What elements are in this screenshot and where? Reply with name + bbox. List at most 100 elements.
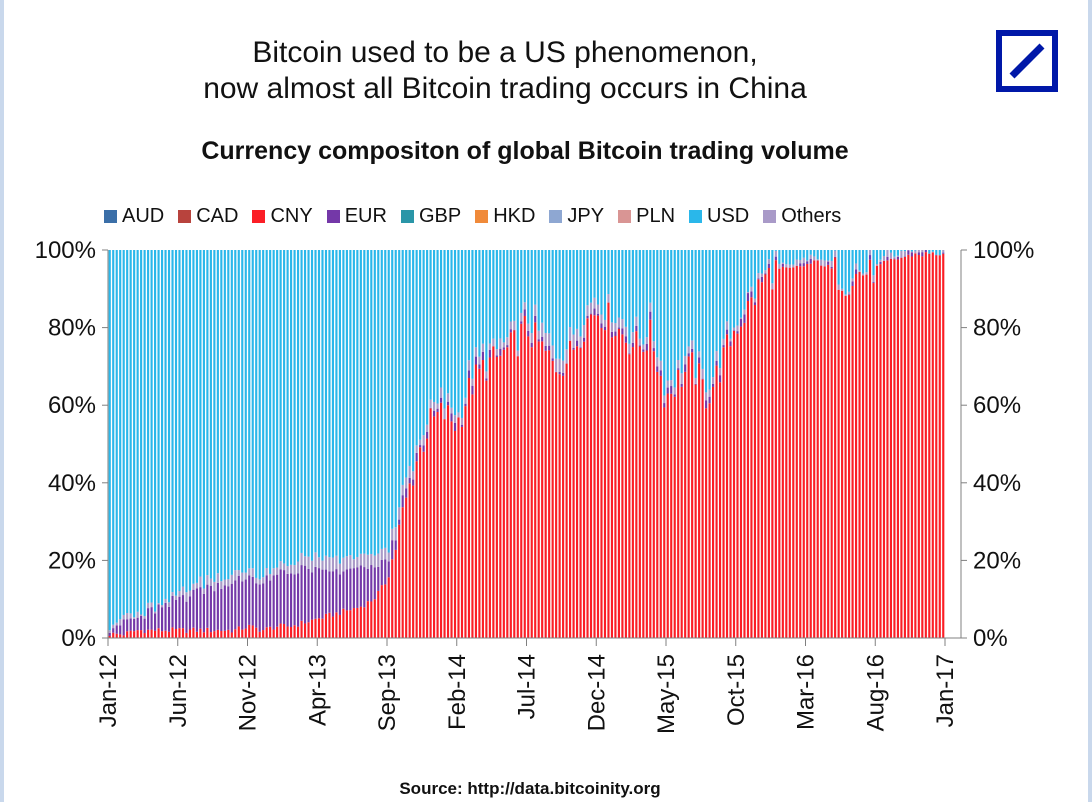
bar-jul-13-73-usd	[363, 250, 366, 554]
bar-sep-16-223-cny	[886, 260, 889, 638]
bar-jan-13-49-eur	[279, 569, 282, 624]
bar-sep-12-31-others	[216, 573, 219, 583]
bar-jun-12-21-others	[181, 586, 185, 596]
bar-jun-15-165-others	[684, 355, 687, 365]
bar-oct-16-226-cny	[896, 259, 899, 638]
bar-feb-13-52-cny	[290, 627, 293, 638]
bar-jul-16-214-eur	[854, 269, 858, 274]
bar-mar-14-103-usd	[467, 250, 471, 361]
bar-jan-16-193-eur	[781, 263, 784, 267]
legend-label-usd: USD	[707, 204, 750, 227]
bar-jan-15-145-others	[614, 323, 617, 332]
bar-nov-13-89-others	[419, 439, 422, 446]
bar-sep-13-81-usd	[391, 250, 394, 529]
bar-apr-15-157-cny	[656, 371, 659, 638]
bar-feb-16-195-cny	[788, 267, 791, 638]
bar-dec-16-235-cny	[928, 253, 931, 638]
x-tick-label-nov-12: Nov-12	[235, 654, 262, 731]
legend-swatch-cny	[252, 209, 266, 223]
bar-aug-12-27-eur	[202, 593, 205, 633]
bar-mar-16-199-eur	[802, 263, 805, 267]
bar-feb-14-101-eur	[460, 424, 464, 427]
bar-jul-14-119-usd	[523, 250, 526, 303]
bar-aug-16-221-others	[879, 259, 882, 262]
bar-nov-14-135-eur	[579, 347, 582, 349]
bar-feb-13-51-usd	[286, 250, 289, 567]
bar-may-15-160-eur	[666, 387, 669, 394]
bar-jul-14-121-others	[530, 333, 533, 344]
x-tick-label-jan-17: Jan-17	[932, 654, 959, 727]
bar-may-13-64-others	[331, 557, 335, 572]
y-tick-label-left-0: 0%	[61, 625, 96, 652]
bar-jul-13-73-cny	[363, 607, 366, 638]
bar-jul-13-70-cny	[352, 608, 355, 638]
bar-nov-16-230-others	[910, 251, 913, 253]
bar-apr-15-155-cny	[649, 319, 652, 638]
bar-feb-12-4-others	[122, 614, 125, 620]
bar-may-12-17-eur	[167, 606, 171, 632]
bar-apr-16-203-usd	[816, 250, 819, 260]
bar-dec-15-186-usd	[757, 250, 760, 274]
bar-jul-13-70-usd	[352, 250, 355, 560]
bar-aug-12-29-others	[209, 578, 212, 586]
bar-jul-14-119-eur	[523, 309, 526, 316]
bar-jun-13-66-usd	[338, 250, 341, 564]
bar-may-15-159-eur	[663, 403, 666, 408]
bar-dec-16-234-cny	[924, 252, 927, 638]
bar-aug-16-221-cny	[879, 264, 882, 638]
bar-apr-15-156-eur	[652, 348, 655, 352]
bar-dec-15-188-usd	[764, 250, 767, 271]
bar-oct-14-130-cny	[562, 375, 565, 638]
bar-sep-13-78-others	[380, 548, 383, 560]
bar-apr-12-12-eur	[150, 607, 153, 630]
bar-jun-16-212-cny	[848, 295, 851, 638]
bar-oct-13-82-others	[394, 527, 397, 541]
bar-may-16-208-cny	[834, 257, 837, 638]
bar-jun-15-162-eur	[673, 394, 676, 397]
bar-sep-12-33-others	[223, 579, 226, 586]
bar-jan-14-96-usd	[443, 250, 446, 409]
bar-nov-13-86-cny	[408, 483, 411, 638]
bar-dec-14-138-cny	[589, 314, 593, 638]
bar-jan-15-143-others	[607, 294, 610, 303]
bar-jul-15-168-cny	[694, 384, 697, 638]
bar-may-16-208-others	[834, 250, 837, 257]
bar-nov-12-41-usd	[251, 250, 254, 569]
bar-dec-16-237-usd	[935, 250, 938, 255]
bar-jun-14-115-eur	[509, 329, 512, 333]
bar-sep-12-32-usd	[220, 250, 223, 582]
bar-jun-15-164-eur	[680, 383, 683, 387]
bar-dec-15-186-others	[757, 273, 760, 279]
bar-jun-12-20-eur	[178, 596, 181, 629]
bar-may-12-16-others	[164, 598, 167, 603]
bar-jul-14-120-usd	[527, 250, 530, 324]
bar-mar-14-104-eur	[471, 385, 474, 395]
bar-may-13-65-others	[335, 555, 338, 570]
bar-apr-13-61-eur	[321, 569, 324, 619]
bar-may-14-110-cny	[492, 346, 495, 638]
bar-oct-16-226-eur	[896, 256, 899, 260]
bar-oct-16-227-usd	[900, 250, 903, 251]
y-tick-label-right-80: 80%	[973, 315, 1021, 342]
bar-feb-16-196-usd	[792, 250, 795, 265]
bar-dec-13-93-eur	[433, 411, 436, 417]
bar-apr-12-13-eur	[154, 613, 157, 631]
bar-aug-14-123-cny	[537, 341, 540, 638]
bar-apr-12-13-usd	[154, 250, 157, 612]
bar-mar-16-201-usd	[809, 250, 812, 255]
bar-aug-13-75-eur	[370, 565, 373, 602]
bar-mar-12-8-usd	[136, 250, 139, 612]
bar-apr-13-60-eur	[317, 568, 321, 619]
bar-oct-14-132-cny	[569, 340, 572, 638]
bar-feb-15-147-others	[621, 319, 624, 329]
bar-may-12-15-usd	[160, 250, 164, 606]
bar-feb-12-3-cny	[119, 634, 122, 638]
bar-jul-15-166-cny	[687, 356, 690, 638]
bar-jan-13-49-cny	[279, 623, 282, 638]
bar-apr-15-156-others	[652, 341, 655, 349]
bar-sep-16-222-cny	[882, 260, 886, 638]
bar-mar-15-153-others	[642, 344, 645, 350]
bar-feb-14-101-others	[460, 417, 464, 425]
bar-oct-14-132-others	[569, 327, 572, 341]
bar-oct-12-35-eur	[230, 583, 233, 633]
